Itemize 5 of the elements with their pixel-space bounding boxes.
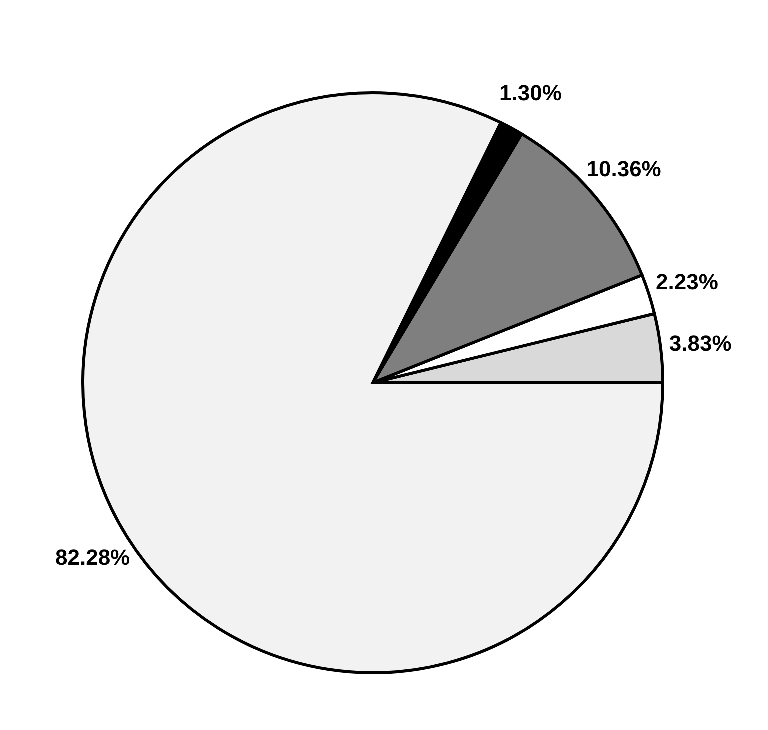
data-label: 2.23% bbox=[656, 270, 718, 295]
data-label: 3.83% bbox=[669, 330, 732, 356]
data-label: 10.36% bbox=[586, 156, 662, 182]
data-label: 82.28% bbox=[56, 544, 130, 570]
data-label: 1.30% bbox=[500, 80, 562, 106]
